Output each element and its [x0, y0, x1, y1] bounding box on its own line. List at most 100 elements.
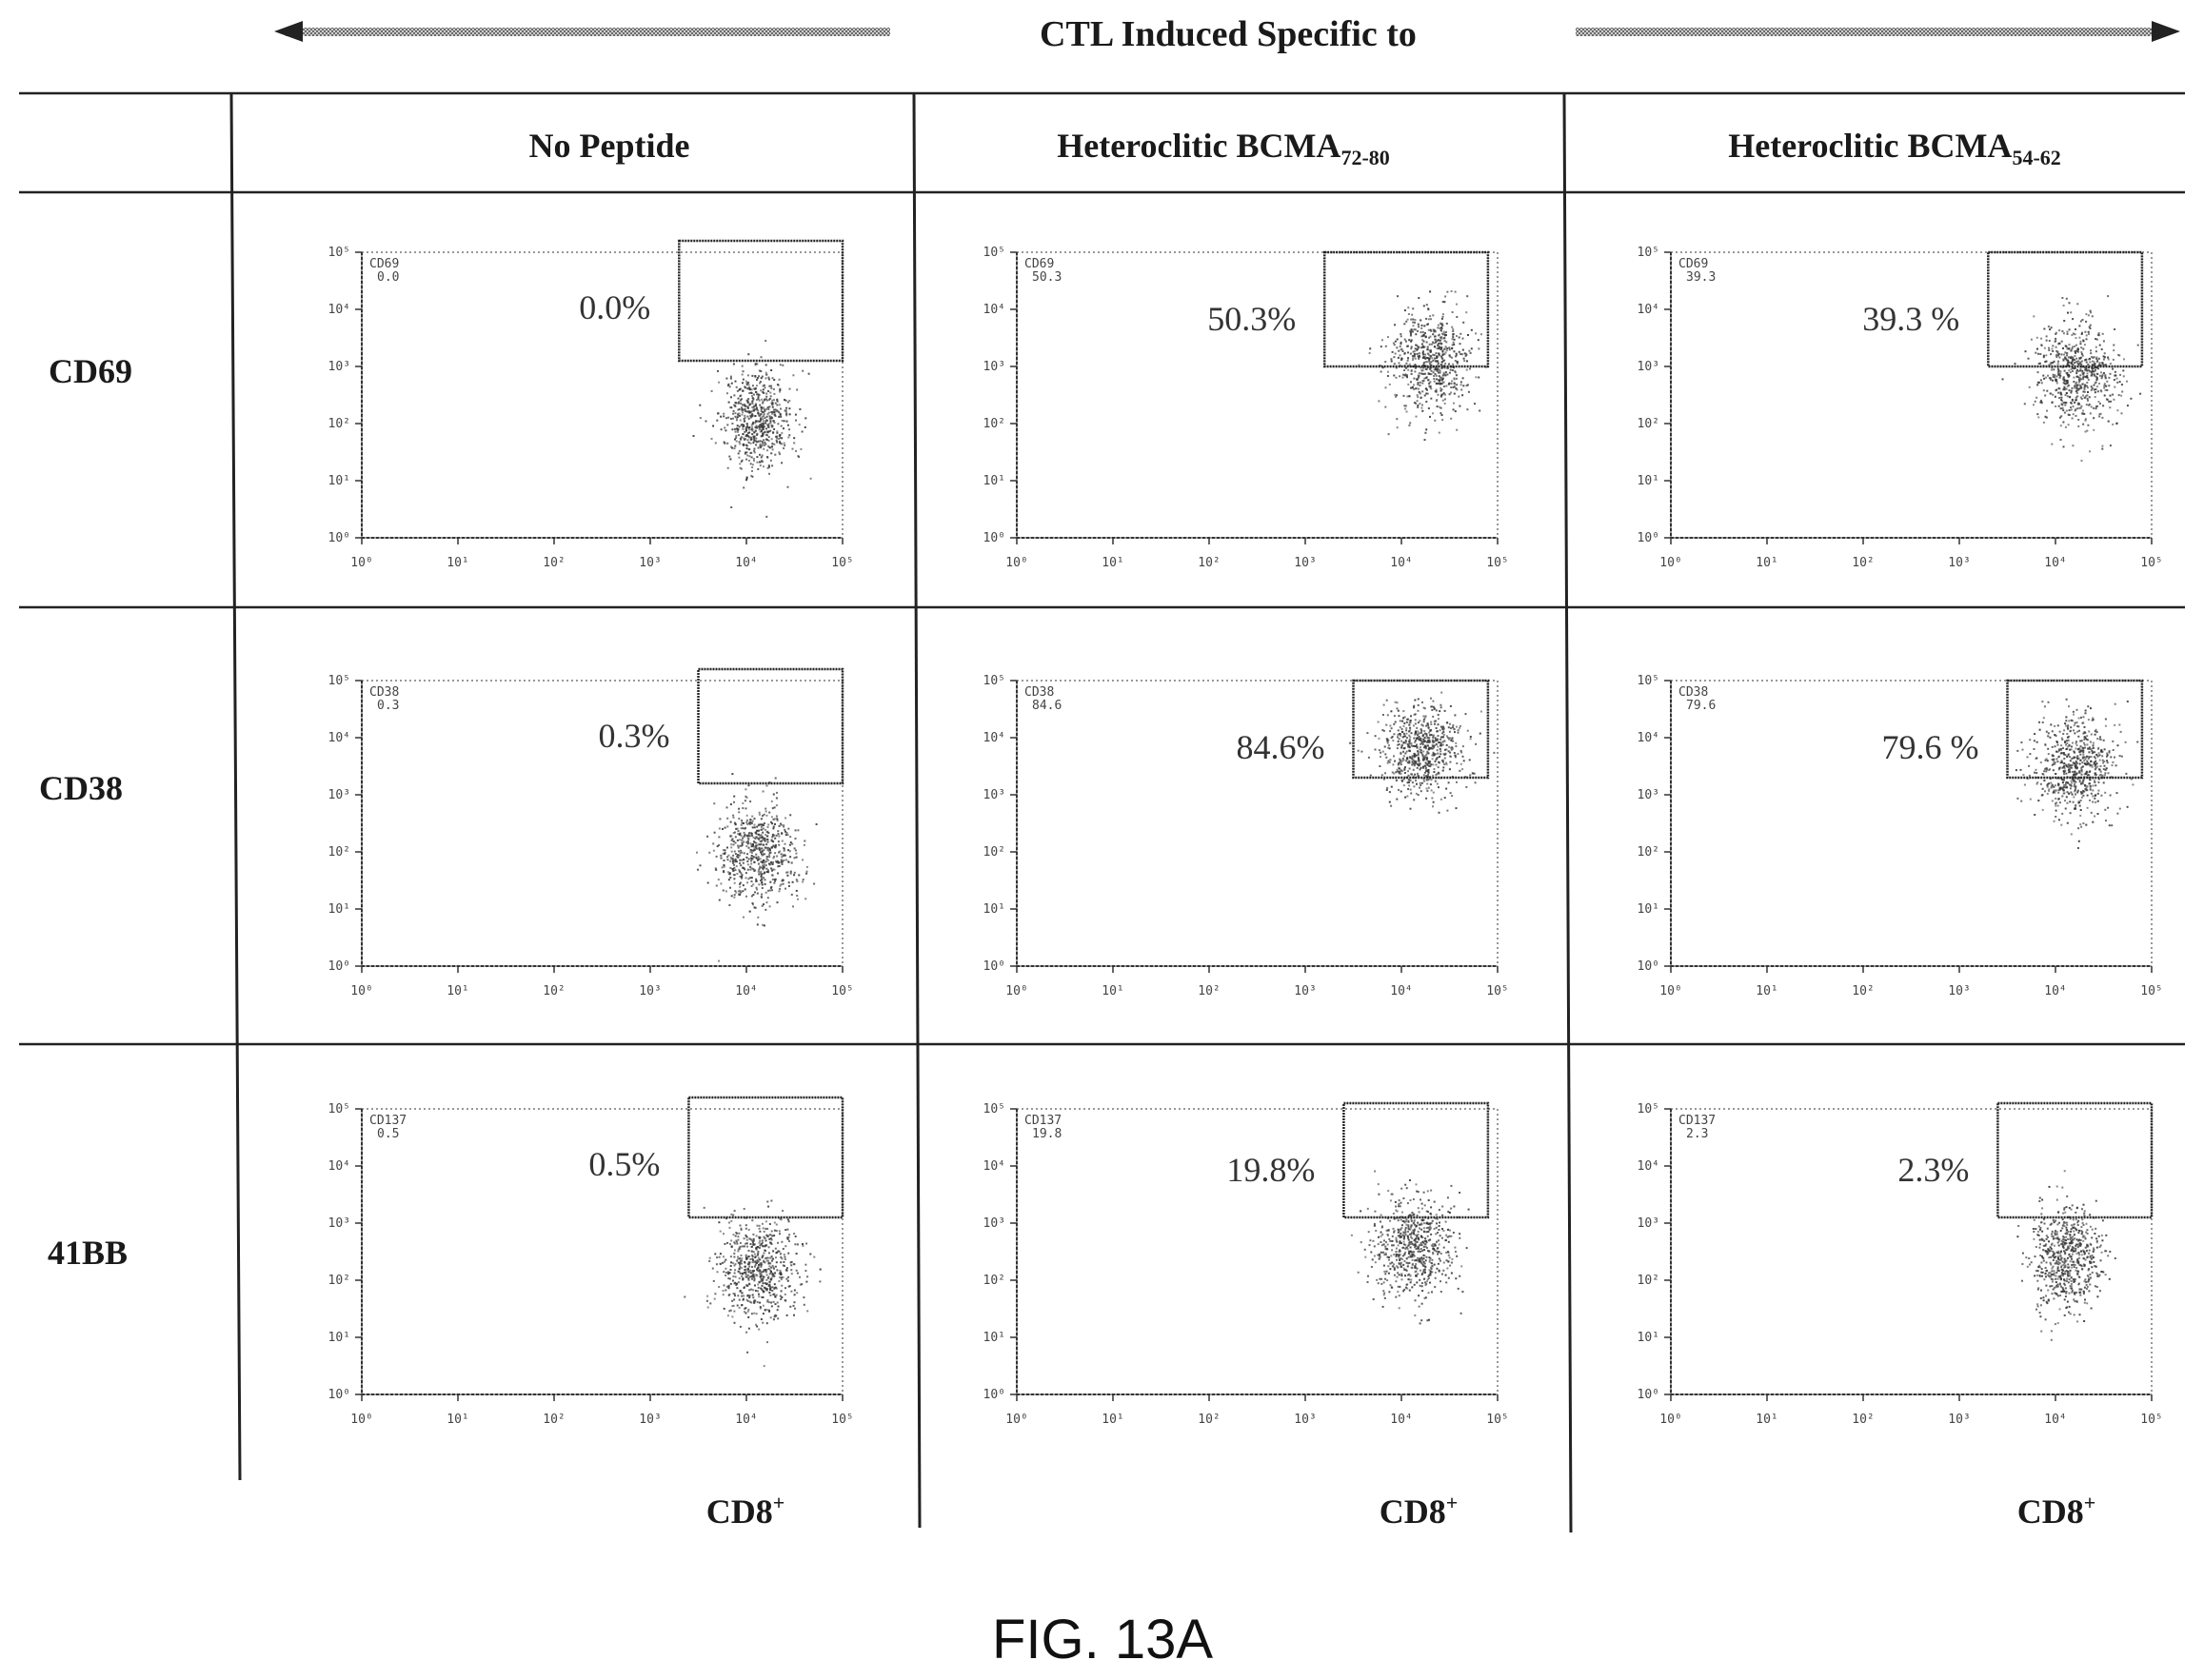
cell-event: [756, 1224, 759, 1227]
cell-event: [780, 1297, 783, 1300]
cell-event: [766, 856, 769, 858]
cell-event: [2095, 350, 2097, 353]
cell-event: [772, 844, 775, 847]
right-arrow-head: [2152, 21, 2180, 42]
cell-event: [1442, 1261, 1445, 1264]
cell-event: [742, 861, 745, 864]
cell-event: [1431, 705, 1434, 708]
cell-event: [2075, 385, 2078, 388]
cell-event: [1414, 731, 1417, 734]
cell-event: [1417, 384, 1420, 385]
cell-event: [748, 835, 751, 838]
cell-event: [1418, 739, 1420, 741]
plot-frame: [1670, 680, 2153, 967]
cell-event: [1446, 347, 1449, 350]
cell-event: [736, 839, 739, 841]
cell-event: [790, 1269, 793, 1272]
cell-event: [1451, 311, 1454, 313]
cell-event: [1479, 732, 1481, 735]
cell-event: [791, 447, 794, 450]
cell-event: [1407, 357, 1409, 360]
cell-event: [781, 462, 784, 464]
cell-event: [1400, 769, 1402, 772]
cell-event: [2077, 376, 2080, 379]
cell-event: [1445, 743, 1448, 746]
cell-event: [764, 879, 766, 881]
cell-event: [775, 1223, 778, 1226]
cell-event: [802, 859, 804, 861]
cell-event: [1428, 349, 1431, 352]
cell-event: [1475, 332, 1478, 335]
cell-event: [2077, 757, 2080, 760]
cell-event: [751, 402, 754, 405]
cell-event: [2043, 780, 2046, 781]
cell-event: [760, 370, 763, 372]
cell-event: [776, 819, 779, 821]
cell-event: [1417, 698, 1420, 701]
cell-event: [2082, 749, 2085, 752]
row-headers: CD69 CD38 41BB: [39, 352, 132, 1272]
cell-event: [763, 903, 764, 906]
cell-event: [1400, 733, 1402, 736]
cell-event: [740, 1262, 743, 1265]
cell-event: [1421, 759, 1424, 761]
cell-event: [1440, 691, 1443, 694]
cell-event: [739, 859, 742, 861]
cell-event: [1406, 761, 1409, 764]
cell-event: [746, 402, 749, 404]
cell-event: [2114, 370, 2116, 373]
cell-event: [2070, 389, 2073, 392]
cell-event: [745, 1238, 748, 1241]
cell-event: [1404, 1268, 1407, 1271]
cell-event: [1409, 779, 1412, 781]
cell-event: [2051, 362, 2054, 365]
x-tick-label: 10¹: [1756, 984, 1777, 998]
cell-event: [684, 1295, 686, 1298]
cell-event: [794, 849, 797, 852]
cell-event: [734, 438, 736, 441]
cell-event: [1398, 349, 1400, 352]
cell-event: [2073, 367, 2075, 370]
cell-event: [751, 400, 754, 403]
cell-event: [1413, 713, 1416, 716]
cell-event: [2089, 324, 2092, 326]
cell-event: [770, 816, 773, 819]
cell-event: [745, 1275, 747, 1278]
cell-event: [2083, 387, 2086, 390]
cell-event: [1405, 721, 1408, 723]
cell-event: [2092, 719, 2095, 721]
cell-event: [1433, 375, 1436, 377]
cell-event: [2120, 384, 2123, 386]
cell-event: [1474, 781, 1477, 784]
cell-event: [1408, 761, 1411, 764]
cell-event: [2084, 419, 2087, 422]
cell-event: [1395, 395, 1397, 398]
cell-event: [1419, 751, 1421, 754]
cell-event: [1423, 394, 1426, 397]
cell-event: [1435, 758, 1438, 761]
y-tick-label: 10⁵: [328, 246, 350, 260]
x-tick-label: 10³: [1948, 984, 1970, 998]
cell-event: [1428, 746, 1431, 749]
cell-event: [2055, 354, 2057, 357]
cell-event: [1439, 747, 1441, 750]
cell-event: [767, 423, 770, 425]
cell-event: [2079, 753, 2082, 756]
cell-event: [2057, 353, 2060, 355]
cell-event: [773, 1235, 776, 1237]
cell-event: [768, 889, 771, 892]
cell-event: [1440, 378, 1442, 381]
cell-event: [777, 1241, 779, 1244]
cell-event: [757, 425, 760, 427]
cell-event: [1399, 759, 1401, 761]
cell-event: [745, 458, 748, 461]
cell-event: [2103, 761, 2106, 762]
cell-event: [773, 411, 775, 414]
cell-event: [732, 417, 734, 420]
cell-event: [2090, 311, 2093, 314]
cell-event: [2073, 796, 2075, 799]
cell-event: [720, 857, 723, 860]
cell-event: [745, 814, 748, 817]
cell-event: [2060, 737, 2063, 740]
cell-event: [2093, 366, 2095, 369]
